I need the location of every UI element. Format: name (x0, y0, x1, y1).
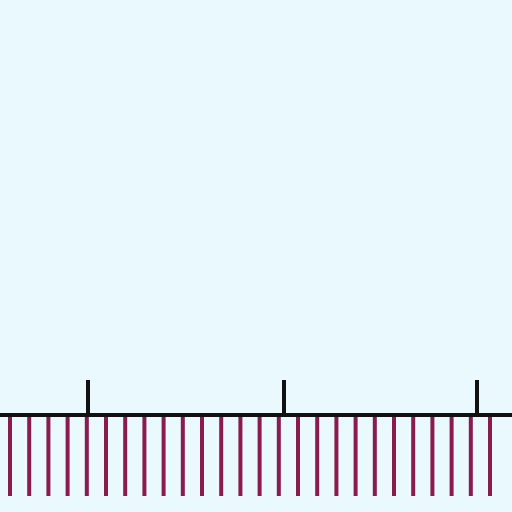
fence-post (315, 416, 320, 496)
fence-post (8, 416, 12, 496)
fence-post (353, 416, 358, 496)
fence-post (411, 416, 416, 496)
fence-post (468, 416, 473, 496)
fence-post (334, 416, 339, 496)
fence (8, 416, 492, 496)
ground-line (0, 413, 512, 417)
fence-post (161, 416, 166, 496)
fence-post (123, 416, 128, 496)
fence-post (180, 416, 185, 496)
fence-post (430, 416, 435, 496)
ground (0, 413, 512, 417)
marker-posts (86, 380, 479, 415)
fence-post (27, 416, 32, 496)
fence-post (65, 416, 70, 496)
fence-post (276, 416, 281, 496)
marker-post (475, 380, 479, 415)
fence-post (200, 416, 204, 496)
fence-post (46, 416, 51, 496)
fence-post (238, 416, 243, 496)
fence-post (372, 416, 377, 496)
fence-post (296, 416, 300, 496)
fence-post (257, 416, 262, 496)
fence-post (84, 416, 89, 496)
fence-post (488, 416, 492, 496)
fence-post (142, 416, 147, 496)
fence-post (219, 416, 224, 496)
marker-post (86, 380, 90, 415)
fence-post (449, 416, 454, 496)
marker-post (282, 380, 286, 415)
fence-post (392, 416, 396, 496)
fence-post (104, 416, 108, 496)
